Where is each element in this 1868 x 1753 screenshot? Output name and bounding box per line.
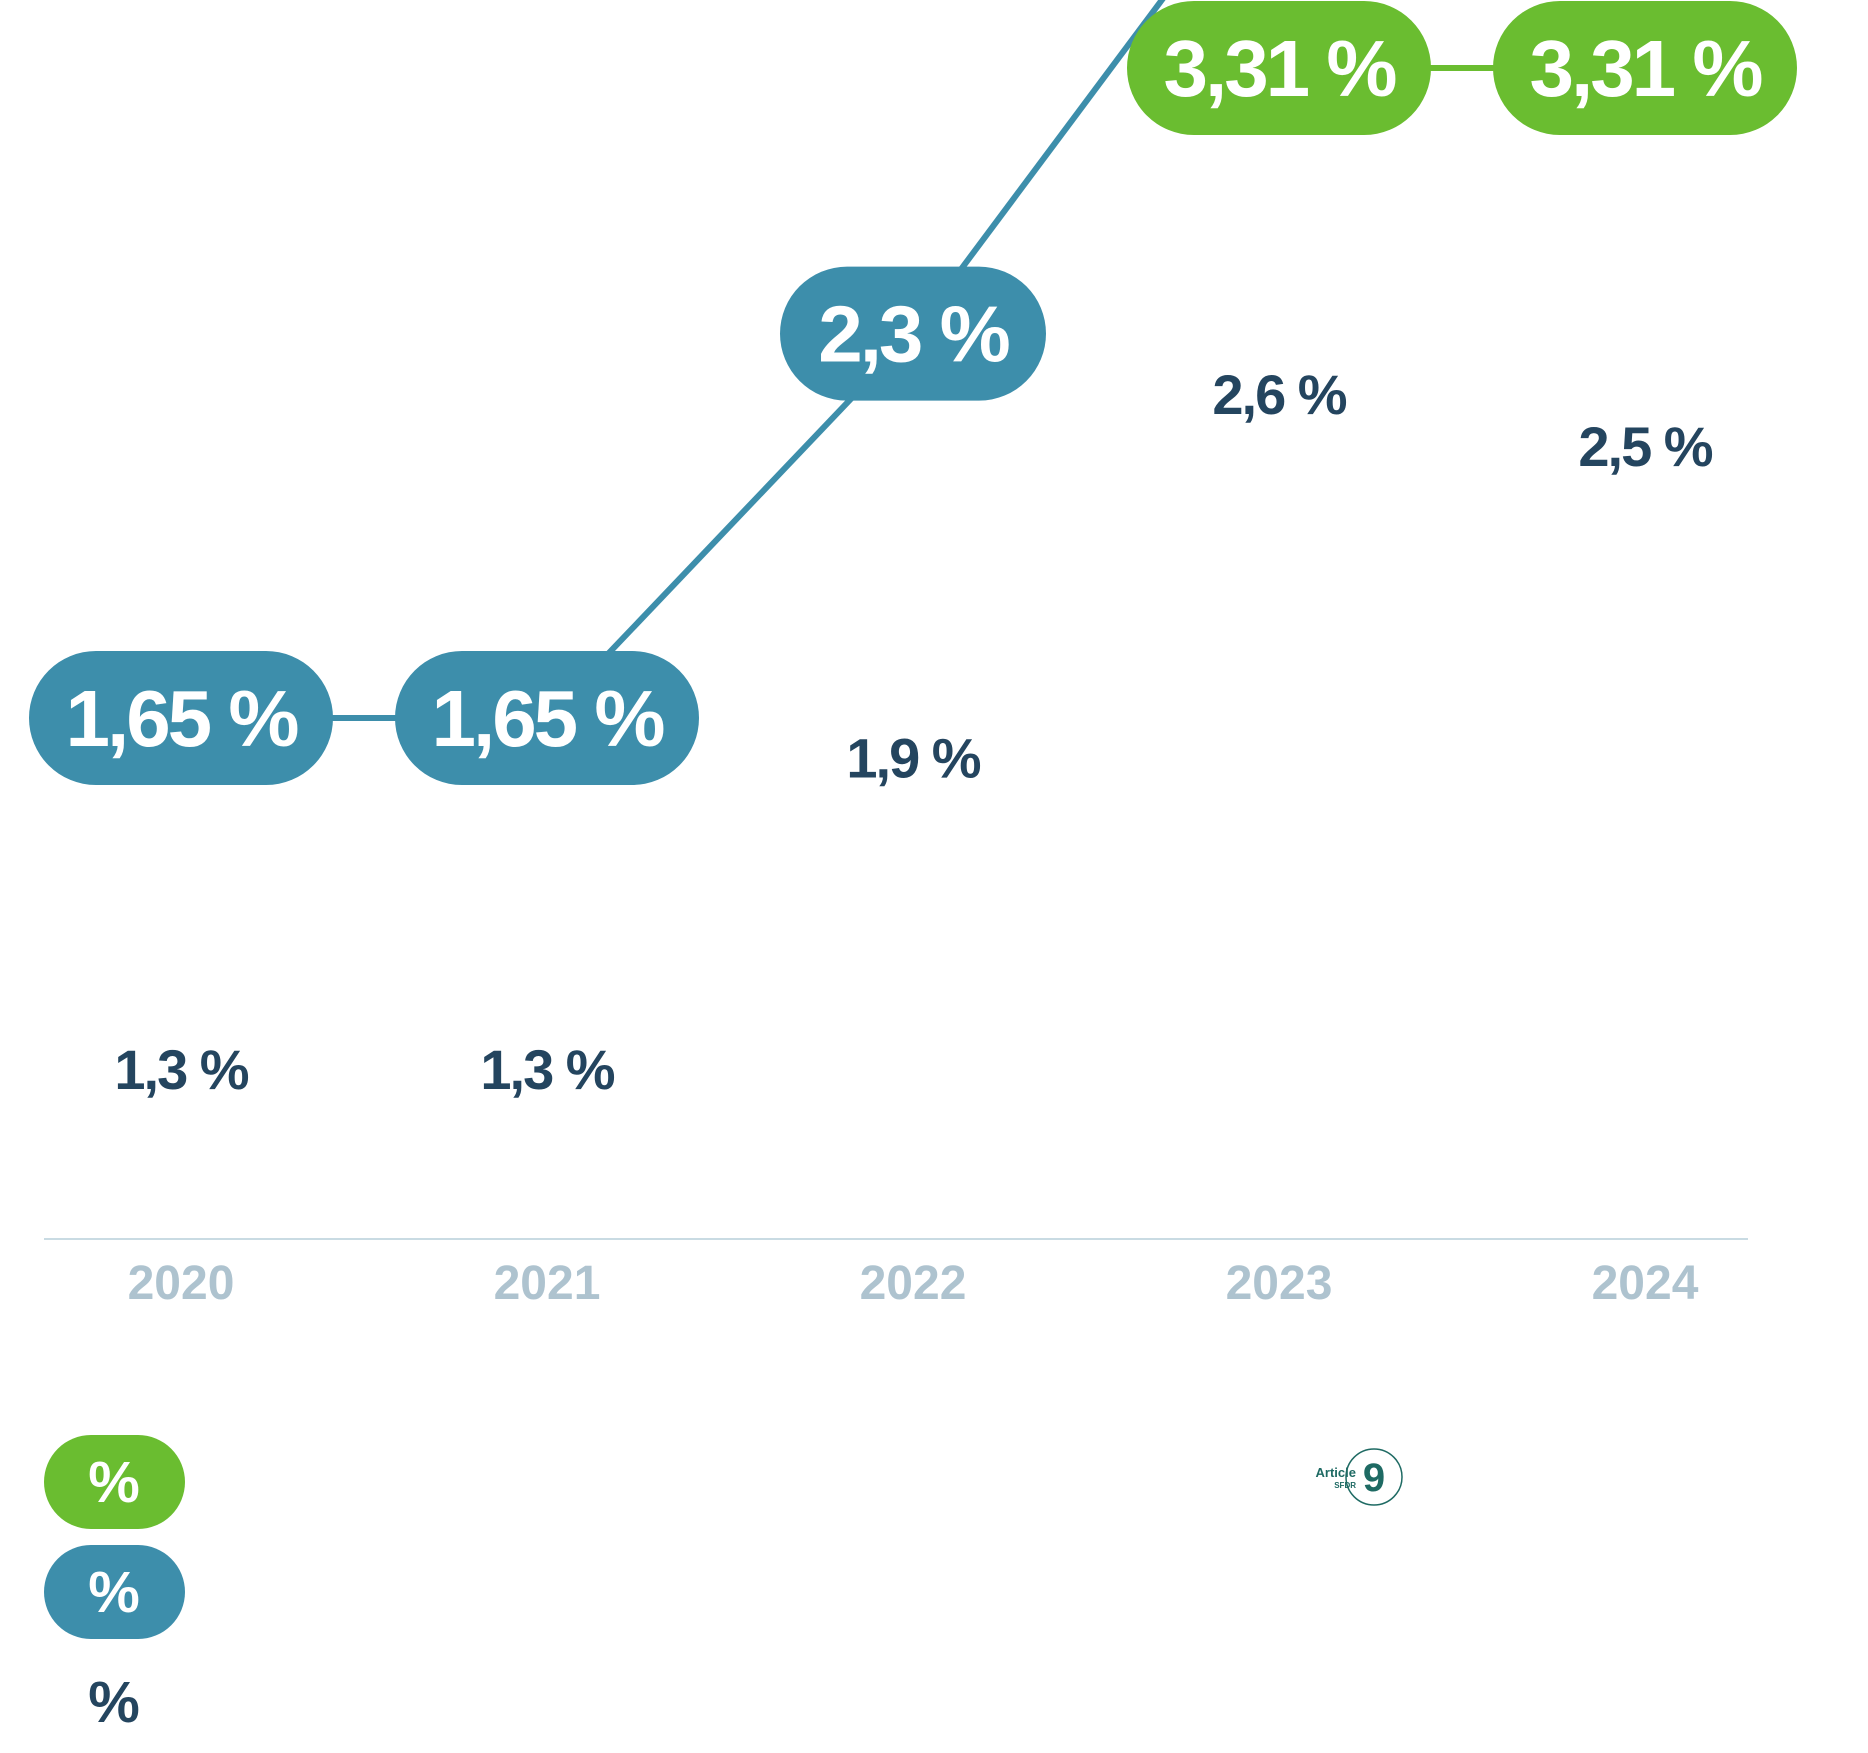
blue-pill-label-2021: 1,65 % <box>431 674 664 763</box>
blue-connector-2022-2023 <box>910 0 1166 336</box>
legend-label-green: % <box>88 1450 140 1515</box>
navy-value-label-2023: 2,6 % <box>1212 363 1346 426</box>
series-pills: 3,31 %3,31 %1,65 %1,65 %2,3 %3,13 %3,13 … <box>29 1 1797 785</box>
year-label-2023: 2023 <box>1226 1257 1333 1310</box>
plain-value-labels: 1,3 % 1,3 % 1,9 % 2,6 % 2,5 % <box>114 363 1714 1101</box>
legend-item-navy: % <box>88 1670 140 1735</box>
legend-item-blue: % <box>44 1545 185 1639</box>
legend-swatch-blue <box>44 1545 185 1639</box>
green-pill-shape-2024 <box>1493 1 1797 135</box>
legend: %%% <box>44 1435 185 1735</box>
year-label-2024: 2024 <box>1592 1257 1699 1310</box>
badge-article-text: Article <box>1316 1465 1356 1480</box>
blue-pill-shape-2022 <box>780 266 1046 401</box>
navy-value-label-2020: 1,3 % <box>114 1038 248 1101</box>
year-label-2020: 2020 <box>128 1257 235 1310</box>
legend-label-blue: % <box>88 1560 140 1625</box>
blue-pill-shape-2021 <box>395 651 699 785</box>
legend-swatch-green <box>44 1435 185 1529</box>
blue-pill-2020: 1,65 % <box>29 651 333 785</box>
blue-pill-label-2022: 2,3 % <box>818 290 1009 379</box>
green-pill-shape-2023 <box>1127 1 1431 135</box>
badge-number-text: 9 <box>1363 1456 1385 1500</box>
navy-value-label-2021: 1,3 % <box>480 1038 614 1101</box>
blue-pill-2021: 1,65 % <box>395 651 699 785</box>
green-pill-2023: 3,31 % <box>1127 1 1431 135</box>
green-pill-2024: 3,31 % <box>1493 1 1797 135</box>
green-pill-label-2024: 3,31 % <box>1529 24 1762 113</box>
navy-value-label-2022: 1,9 % <box>846 726 980 789</box>
x-axis-tick-labels: 2020 2021 2022 2023 2024 <box>128 1257 1699 1310</box>
article-9-sfdr-badge: Article SFDR 9 <box>1316 1448 1403 1506</box>
legend-item-green: % <box>44 1435 185 1529</box>
blue-pill-shape-2020 <box>29 651 333 785</box>
legend-label-navy: % <box>88 1670 140 1735</box>
badge-circle <box>1345 1448 1403 1506</box>
blue-pill-2022: 2,3 % <box>780 266 1046 401</box>
blue-pill-label-2020: 1,65 % <box>65 674 298 763</box>
year-label-2022: 2022 <box>860 1257 967 1310</box>
badge-sfdr-text: SFDR <box>1334 1481 1356 1490</box>
year-label-2021: 2021 <box>494 1257 601 1310</box>
green-pill-label-2023: 3,31 % <box>1163 24 1396 113</box>
navy-value-label-2024: 2,5 % <box>1578 415 1712 478</box>
